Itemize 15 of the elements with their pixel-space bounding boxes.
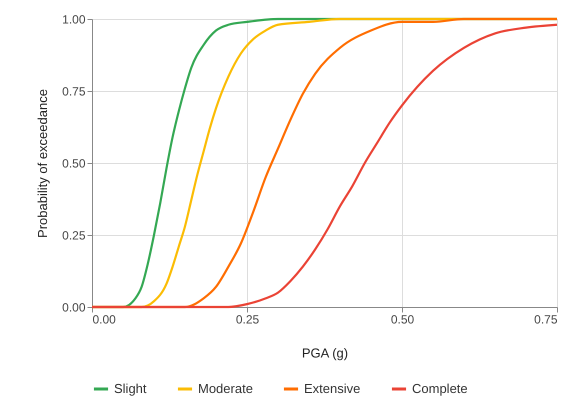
y-tick-label: 0.25 <box>62 228 86 242</box>
x-tick-label: 0.00 <box>92 312 116 326</box>
y-tick-label: 1.00 <box>62 12 86 26</box>
x-tick-label: 0.50 <box>390 312 414 326</box>
y-tick-label: 0.50 <box>62 156 86 170</box>
x-tick-label: 0.75 <box>534 312 558 326</box>
y-tick-label: 0.00 <box>62 300 86 314</box>
legend-label: Slight <box>114 381 147 396</box>
legend-label: Moderate <box>198 381 253 396</box>
legend-label: Extensive <box>304 381 360 396</box>
x-axis-title: PGA (g) <box>302 346 348 360</box>
x-tick-label: 0.25 <box>236 312 260 326</box>
y-tick-label: 0.75 <box>62 84 86 98</box>
legend-label: Complete <box>412 381 468 396</box>
y-axis-title: Probability of exceedance <box>35 89 50 238</box>
